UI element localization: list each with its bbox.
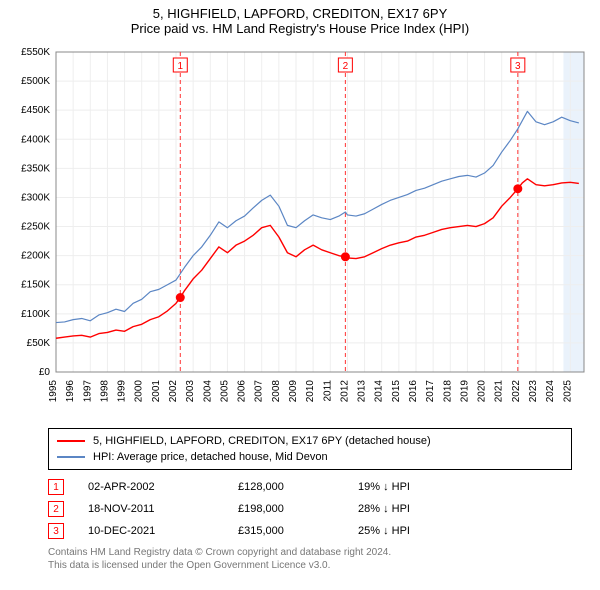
legend-swatch bbox=[57, 456, 85, 458]
legend-swatch bbox=[57, 440, 85, 442]
svg-text:1999: 1999 bbox=[117, 380, 128, 403]
chart-title: 5, HIGHFIELD, LAPFORD, CREDITON, EX17 6P… bbox=[8, 6, 592, 21]
sale-date: 18-NOV-2011 bbox=[88, 503, 238, 515]
svg-text:2006: 2006 bbox=[237, 380, 248, 403]
sale-price: £198,000 bbox=[238, 503, 358, 515]
svg-text:2012: 2012 bbox=[339, 380, 350, 403]
svg-text:2011: 2011 bbox=[322, 380, 333, 402]
sale-price: £315,000 bbox=[238, 525, 358, 537]
sale-vs-hpi: 28% ↓ HPI bbox=[358, 503, 478, 515]
svg-text:2001: 2001 bbox=[151, 380, 162, 403]
footer-line-2: This data is licensed under the Open Gov… bbox=[48, 559, 572, 572]
svg-text:2009: 2009 bbox=[288, 380, 299, 403]
chart-subtitle: Price paid vs. HM Land Registry's House … bbox=[8, 21, 592, 36]
svg-text:2010: 2010 bbox=[305, 380, 316, 403]
sale-vs-hpi: 19% ↓ HPI bbox=[358, 481, 478, 493]
sale-date: 02-APR-2002 bbox=[88, 481, 238, 493]
svg-text:2000: 2000 bbox=[134, 380, 145, 403]
line-chart-svg: £0 £50K £100K £150K £200K £250K £300K £350K £400… bbox=[8, 42, 592, 422]
svg-text:3: 3 bbox=[515, 61, 521, 72]
svg-text:2024: 2024 bbox=[545, 380, 556, 403]
svg-text:2005: 2005 bbox=[219, 380, 230, 403]
chart-container: 5, HIGHFIELD, LAPFORD, CREDITON, EX17 6P… bbox=[0, 0, 600, 580]
sales-table: 1 02-APR-2002£128,00019% ↓ HPI 2 18-NOV-201… bbox=[48, 476, 572, 542]
sale-row: 2 18-NOV-2011£198,00028% ↓ HPI bbox=[48, 498, 572, 520]
svg-text:2016: 2016 bbox=[408, 380, 419, 403]
sale-vs-hpi: 25% ↓ HPI bbox=[358, 525, 478, 537]
svg-text:1996: 1996 bbox=[65, 380, 76, 403]
svg-text:£350K: £350K bbox=[21, 163, 50, 174]
svg-text:£200K: £200K bbox=[21, 251, 50, 262]
svg-text:2025: 2025 bbox=[562, 380, 573, 403]
svg-text:2: 2 bbox=[343, 61, 349, 72]
svg-text:1: 1 bbox=[178, 61, 184, 72]
svg-text:2018: 2018 bbox=[442, 380, 453, 403]
svg-text:2003: 2003 bbox=[185, 380, 196, 403]
svg-text:2007: 2007 bbox=[254, 380, 265, 403]
svg-text:£300K: £300K bbox=[21, 192, 50, 203]
svg-text:£250K: £250K bbox=[21, 222, 50, 233]
legend-item: 5, HIGHFIELD, LAPFORD, CREDITON, EX17 6P… bbox=[57, 433, 563, 449]
sale-price: £128,000 bbox=[238, 481, 358, 493]
svg-text:£0: £0 bbox=[39, 367, 51, 378]
footer-attribution: Contains HM Land Registry data © Crown c… bbox=[48, 546, 572, 572]
svg-text:2015: 2015 bbox=[391, 380, 402, 403]
svg-text:2008: 2008 bbox=[271, 380, 282, 403]
sale-row: 3 10-DEC-2021£315,00025% ↓ HPI bbox=[48, 520, 572, 542]
svg-text:2023: 2023 bbox=[528, 380, 539, 403]
sale-row: 1 02-APR-2002£128,00019% ↓ HPI bbox=[48, 476, 572, 498]
sale-date: 10-DEC-2021 bbox=[88, 525, 238, 537]
svg-text:2017: 2017 bbox=[425, 380, 436, 403]
chart-plot: £0 £50K £100K £150K £200K £250K £300K £350K £400… bbox=[8, 42, 592, 422]
svg-text:£100K: £100K bbox=[21, 309, 50, 320]
svg-text:2002: 2002 bbox=[168, 380, 179, 403]
svg-text:2004: 2004 bbox=[202, 380, 213, 403]
svg-text:2014: 2014 bbox=[374, 380, 385, 403]
svg-text:2013: 2013 bbox=[357, 380, 368, 403]
sale-number-box: 1 bbox=[48, 479, 64, 495]
svg-text:1997: 1997 bbox=[82, 380, 93, 403]
svg-text:2022: 2022 bbox=[511, 380, 522, 403]
footer-line-1: Contains HM Land Registry data © Crown c… bbox=[48, 546, 572, 559]
svg-text:£550K: £550K bbox=[21, 47, 50, 58]
svg-text:1998: 1998 bbox=[99, 380, 110, 403]
svg-text:£400K: £400K bbox=[21, 134, 50, 145]
legend: 5, HIGHFIELD, LAPFORD, CREDITON, EX17 6P… bbox=[48, 428, 572, 470]
svg-text:£150K: £150K bbox=[21, 280, 50, 291]
svg-text:1995: 1995 bbox=[48, 380, 59, 403]
legend-item: HPI: Average price, detached house, Mid … bbox=[57, 449, 563, 465]
legend-label: 5, HIGHFIELD, LAPFORD, CREDITON, EX17 6P… bbox=[93, 435, 431, 447]
sale-number-box: 3 bbox=[48, 523, 64, 539]
sale-number-box: 2 bbox=[48, 501, 64, 517]
svg-text:2021: 2021 bbox=[494, 380, 505, 403]
svg-text:£50K: £50K bbox=[27, 338, 51, 349]
svg-text:£450K: £450K bbox=[21, 105, 50, 116]
legend-label: HPI: Average price, detached house, Mid … bbox=[93, 451, 328, 463]
svg-text:2019: 2019 bbox=[459, 380, 470, 403]
svg-text:£500K: £500K bbox=[21, 76, 50, 87]
svg-text:2020: 2020 bbox=[477, 380, 488, 403]
